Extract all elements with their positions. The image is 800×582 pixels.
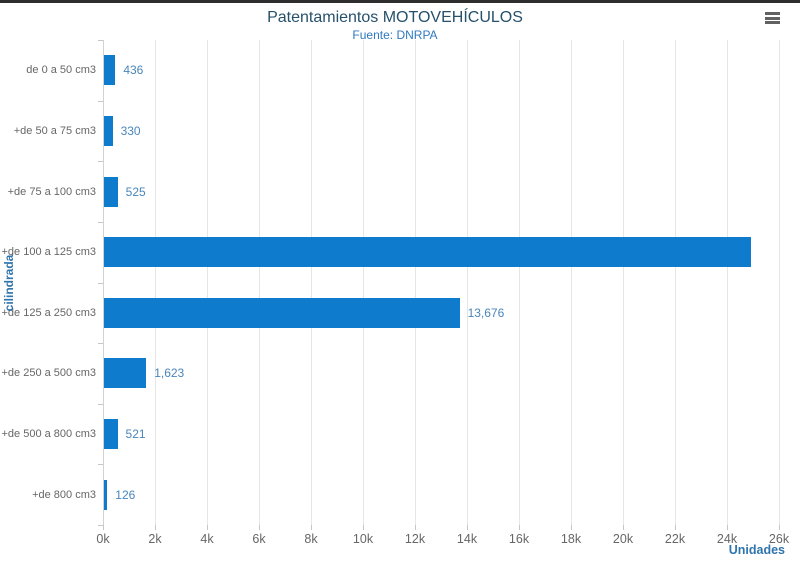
category-label: +de 125 a 250 cm3 xyxy=(1,306,97,319)
y-tick-mark xyxy=(98,525,103,526)
y-tick-mark xyxy=(98,221,103,223)
bar-value-label: 126 xyxy=(115,487,136,502)
x-tick-label: 12k xyxy=(404,532,426,546)
category-label: +de 500 a 800 cm3 xyxy=(1,428,97,441)
x-tick-mark xyxy=(675,525,676,530)
y-tick-mark xyxy=(98,161,103,163)
x-tick-mark xyxy=(571,525,572,530)
category-label: +de 50 a 75 cm3 xyxy=(13,124,96,137)
gridline xyxy=(675,40,676,525)
y-tick-mark xyxy=(98,464,103,466)
gridline xyxy=(779,40,780,525)
x-tick-mark xyxy=(519,525,520,530)
bar[interactable] xyxy=(104,419,118,450)
category-label: +de 250 a 500 cm3 xyxy=(1,367,97,380)
bar-value-label: 436 xyxy=(123,63,144,78)
y-tick-mark xyxy=(98,282,103,284)
x-tick-label: 16k xyxy=(508,532,530,546)
x-tick-mark xyxy=(259,525,260,530)
bar[interactable] xyxy=(104,55,116,86)
category-label: +de 75 a 100 cm3 xyxy=(7,185,96,198)
hamburger-menu-icon[interactable] xyxy=(764,10,782,26)
x-tick-label: 4k xyxy=(200,532,214,546)
category-label: +de 100 a 125 cm3 xyxy=(1,246,97,259)
x-tick-label: 10k xyxy=(352,532,374,546)
y-tick-mark xyxy=(98,343,103,345)
x-tick-label: 14k xyxy=(456,532,478,546)
gridline xyxy=(207,40,208,525)
x-axis-title: Unidades xyxy=(728,543,785,557)
bar[interactable] xyxy=(104,297,460,328)
x-tick-label: 2k xyxy=(148,532,162,546)
gridline xyxy=(467,40,468,525)
x-tick-label: 0k xyxy=(96,532,110,546)
hamburger-bar xyxy=(765,16,780,20)
y-tick-mark xyxy=(98,403,103,405)
gridline xyxy=(623,40,624,525)
hamburger-bar xyxy=(765,12,780,15)
bar-value-label: 525 xyxy=(125,184,146,199)
x-tick-mark xyxy=(103,525,104,530)
bar-value-label: 13,676 xyxy=(467,305,505,320)
x-tick-mark xyxy=(155,525,156,530)
chart-subtitle: Fuente: DNRPA xyxy=(352,28,438,42)
gridline xyxy=(519,40,520,525)
bar-value-label: 521 xyxy=(125,427,146,442)
x-tick-label: 18k xyxy=(560,532,582,546)
bar[interactable] xyxy=(104,115,113,146)
top-border xyxy=(0,0,800,3)
gridline xyxy=(727,40,728,525)
gridline xyxy=(571,40,572,525)
x-tick-mark xyxy=(311,525,312,530)
x-tick-label: 24k xyxy=(716,532,738,546)
x-tick-mark xyxy=(363,525,364,530)
bar-value-label: 330 xyxy=(120,123,141,138)
gridline xyxy=(259,40,260,525)
x-tick-mark xyxy=(467,525,468,530)
gridline xyxy=(415,40,416,525)
gridline xyxy=(155,40,156,525)
x-tick-label: 8k xyxy=(304,532,318,546)
y-axis-title: cilindrada xyxy=(2,254,16,312)
x-tick-label: 20k xyxy=(612,532,634,546)
x-tick-mark xyxy=(623,525,624,530)
x-tick-mark xyxy=(415,525,416,530)
bar[interactable] xyxy=(104,479,108,510)
y-tick-mark xyxy=(98,100,103,102)
category-label: +de 800 cm3 xyxy=(32,488,96,501)
x-tick-mark xyxy=(727,525,728,530)
y-axis-line xyxy=(103,40,104,525)
bar[interactable] xyxy=(104,176,118,207)
x-tick-label: 22k xyxy=(664,532,686,546)
bar[interactable] xyxy=(104,237,752,268)
bar[interactable] xyxy=(104,358,147,389)
y-tick-mark xyxy=(98,40,103,41)
gridline xyxy=(363,40,364,525)
x-tick-label: 6k xyxy=(252,532,266,546)
chart-title: Patentamientos MOTOVEHÍCULOS xyxy=(267,9,523,26)
x-tick-label: 26k xyxy=(768,532,790,546)
category-label: de 0 a 50 cm3 xyxy=(26,64,96,77)
hamburger-bar xyxy=(765,21,780,24)
x-tick-mark xyxy=(207,525,208,530)
gridline xyxy=(311,40,312,525)
x-tick-mark xyxy=(779,525,780,530)
bar-value-label: 1,623 xyxy=(154,366,185,381)
